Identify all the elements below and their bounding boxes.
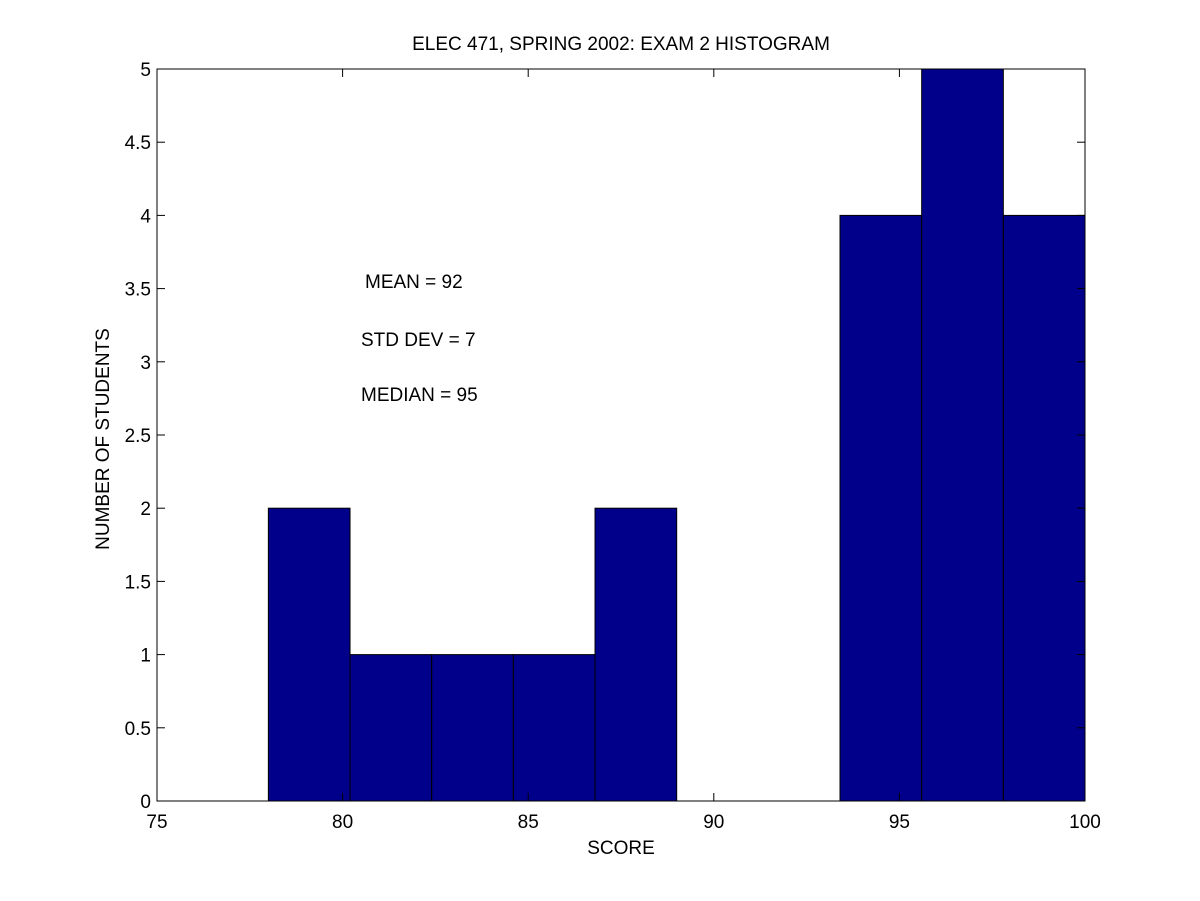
histogram-bar-3 [431, 654, 514, 802]
y-tick-label: 3 [140, 353, 151, 374]
histogram-bar-10 [1002, 214, 1086, 802]
median-annotation: MEDIAN = 95 [361, 385, 478, 406]
y-axis-ticks: 0 0.5 1 1.5 2 2.5 3 3.5 4 4.5 5 [125, 60, 1085, 813]
y-tick-label: 5 [140, 60, 151, 81]
x-tick-label: 85 [518, 812, 539, 833]
y-axis-label: NUMBER OF STUDENTS [93, 328, 114, 550]
y-tick-label: 1.5 [125, 572, 151, 593]
x-axis-ticks: 75 80 85 90 95 100 [146, 69, 1101, 833]
x-tick-label: 100 [1069, 812, 1101, 833]
x-axis-label: SCORE [587, 838, 655, 859]
y-tick-label: 4.5 [125, 133, 151, 154]
x-tick-label: 75 [146, 812, 167, 833]
x-tick-label: 90 [703, 812, 724, 833]
std-dev-annotation: STD DEV = 7 [361, 330, 476, 351]
x-tick-label: 80 [332, 812, 353, 833]
y-tick-label: 2.5 [125, 426, 151, 447]
mean-annotation: MEAN = 92 [365, 272, 463, 293]
y-tick-label: 3.5 [125, 280, 151, 301]
y-tick-label: 1 [140, 646, 151, 667]
histogram-bar-2 [349, 654, 433, 802]
x-tick-label: 95 [889, 812, 910, 833]
histogram-bar-1 [267, 507, 351, 802]
y-tick-label: 0 [140, 792, 151, 813]
histogram-bar-5 [594, 507, 678, 802]
chart-title: ELEC 471, SPRING 2002: EXAM 2 HISTOGRAM [412, 34, 830, 55]
histogram-bar-4 [512, 654, 596, 802]
histogram-bars [267, 68, 1086, 802]
y-tick-label: 0.5 [125, 719, 151, 740]
histogram-bar-8 [839, 214, 923, 802]
y-tick-label: 4 [140, 206, 151, 227]
histogram-bar-9 [921, 68, 1004, 802]
y-tick-label: 2 [140, 499, 151, 520]
